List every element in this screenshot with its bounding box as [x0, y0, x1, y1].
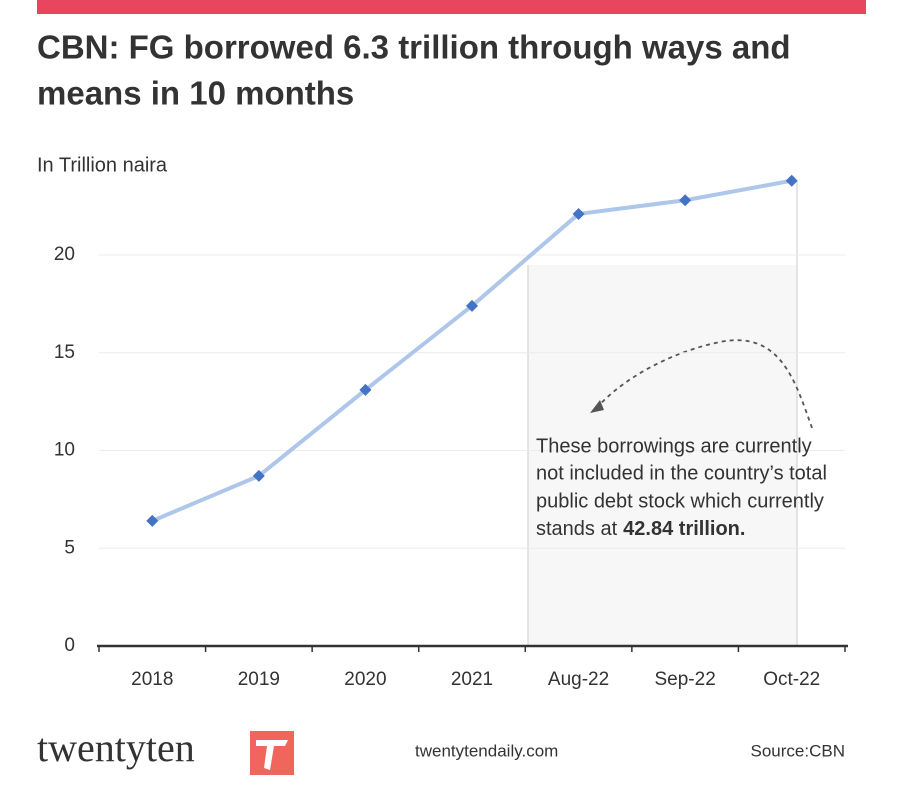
data-point	[252, 469, 265, 482]
y-tick-label: 0	[64, 635, 75, 656]
data-point	[466, 299, 478, 312]
y-tick-label: 10	[54, 440, 75, 461]
website: twentytendaily.com	[415, 741, 558, 760]
data-point	[572, 207, 585, 220]
chart-title: means in 10 months	[37, 75, 354, 112]
y-tick-label: 15	[54, 342, 75, 363]
x-tick-label: 2021	[451, 669, 493, 690]
top-bar	[37, 0, 866, 14]
data-point	[679, 194, 692, 207]
data-point	[785, 174, 798, 187]
annotation: not included in the country’s total	[536, 462, 827, 484]
annotation: stands at 42.84 trillion.	[536, 518, 745, 540]
annotation: public debt stock which currently	[536, 490, 824, 512]
arrow-head	[590, 400, 604, 413]
x-tick-label: 2018	[131, 669, 173, 690]
x-tick-label: 2020	[344, 669, 386, 690]
chart-title: CBN: FG borrowed 6.3 trillion through wa…	[37, 29, 791, 66]
y-tick-label: 5	[64, 537, 75, 558]
source: Source:CBN	[751, 741, 845, 760]
logo: twentyten	[37, 725, 195, 770]
logo-mark	[256, 740, 288, 770]
highlight-region	[528, 265, 797, 646]
x-tick-label: Oct-22	[763, 669, 820, 690]
x-tick-label: Aug-22	[548, 669, 609, 690]
x-tick-label: 2019	[238, 669, 280, 690]
x-tick-label: Sep-22	[655, 669, 716, 690]
annotation: These borrowings are currently	[536, 435, 812, 457]
chart-subtitle: In Trillion naira	[37, 154, 168, 176]
data-point	[146, 514, 159, 527]
data-point	[359, 383, 372, 396]
y-tick-label: 20	[54, 244, 75, 265]
